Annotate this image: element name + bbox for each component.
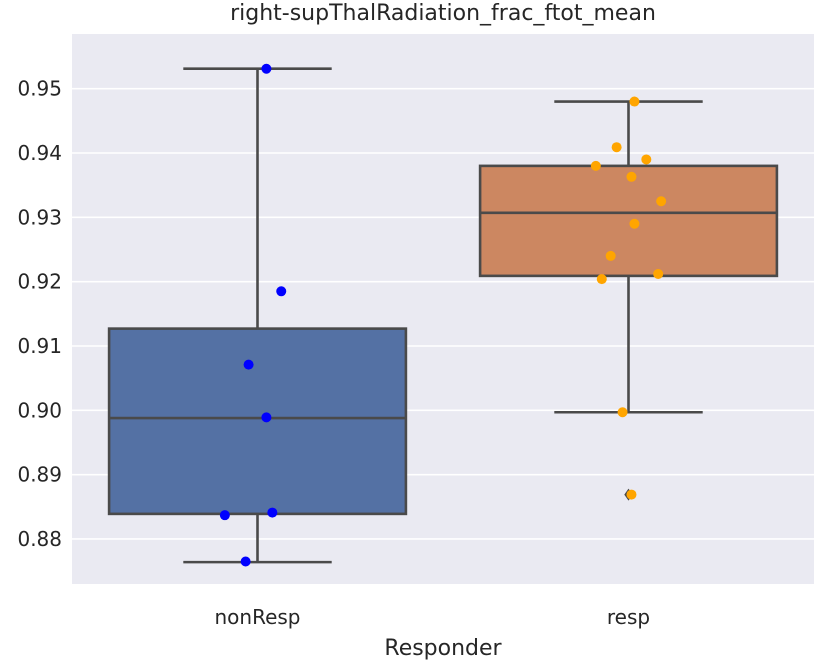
box-nonResp bbox=[107, 67, 408, 564]
data-point bbox=[605, 250, 616, 261]
iqr-box bbox=[107, 327, 408, 516]
box-resp bbox=[478, 100, 779, 501]
data-point bbox=[641, 154, 652, 165]
data-point bbox=[596, 274, 607, 285]
y-tick-label: 0.95 bbox=[17, 77, 62, 101]
y-tick-label: 0.94 bbox=[17, 141, 62, 165]
data-point bbox=[219, 510, 230, 521]
y-tick-label: 0.91 bbox=[17, 334, 62, 358]
y-tick-label: 0.88 bbox=[17, 527, 62, 551]
chart-title: right-supThalRadiation_frac_ftot_mean bbox=[230, 1, 656, 26]
data-point bbox=[626, 489, 637, 500]
data-point bbox=[629, 218, 640, 229]
data-point bbox=[276, 286, 287, 297]
y-tick-label: 0.89 bbox=[17, 463, 62, 487]
x-tick-label: resp bbox=[607, 605, 650, 629]
data-point bbox=[617, 407, 628, 418]
data-point bbox=[656, 196, 667, 207]
y-tick-label: 0.90 bbox=[17, 398, 62, 422]
x-axis-ticks: nonResp resp bbox=[214, 605, 650, 629]
data-point bbox=[243, 359, 254, 370]
y-tick-label: 0.93 bbox=[17, 205, 62, 229]
data-point bbox=[267, 507, 278, 518]
data-point bbox=[629, 96, 640, 107]
data-point bbox=[590, 160, 601, 171]
x-axis-label: Responder bbox=[384, 636, 502, 661]
y-axis-ticks: 0.88 0.89 0.90 0.91 0.92 0.93 0.94 0.95 bbox=[17, 77, 62, 551]
data-point bbox=[611, 142, 622, 153]
x-tick-label: nonResp bbox=[214, 605, 300, 629]
data-point bbox=[261, 63, 272, 74]
y-tick-label: 0.92 bbox=[17, 270, 62, 294]
data-point bbox=[240, 556, 251, 567]
iqr-box bbox=[478, 164, 779, 278]
data-point bbox=[261, 412, 272, 423]
data-point bbox=[653, 268, 664, 279]
data-points bbox=[219, 63, 667, 567]
data-point bbox=[626, 171, 637, 182]
boxes bbox=[107, 67, 779, 564]
